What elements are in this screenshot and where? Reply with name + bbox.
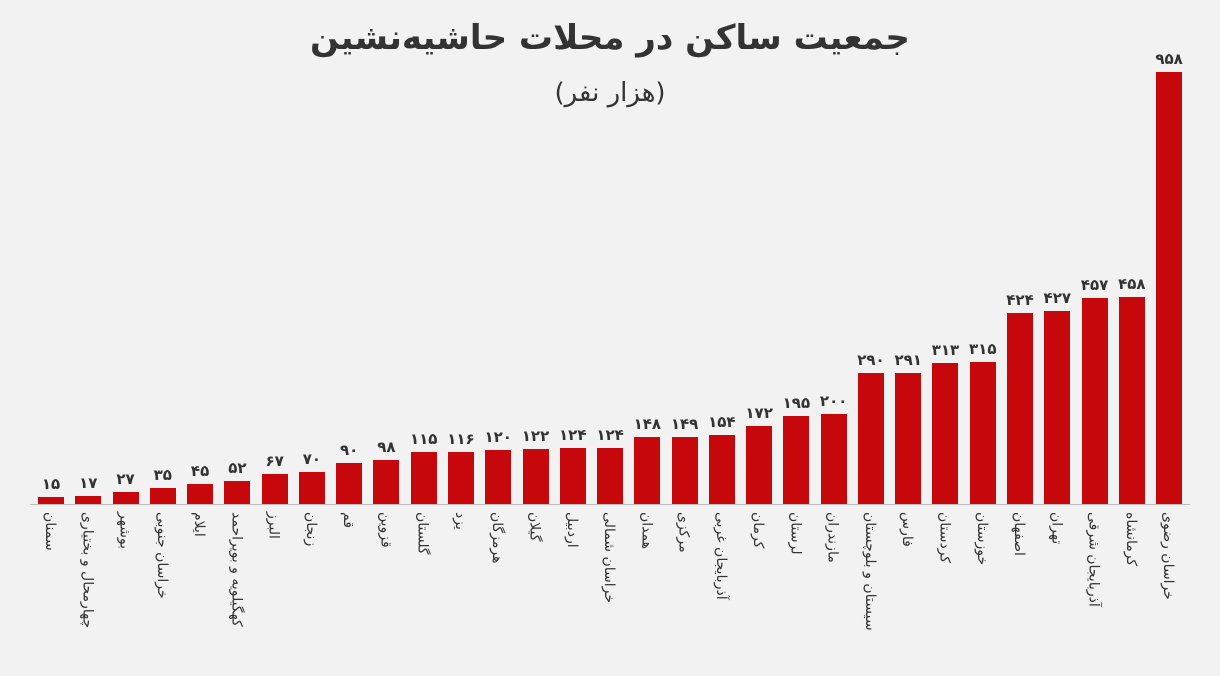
bar-value-label: ۹۵۸ (1155, 50, 1183, 68)
bar-value-label: ۱۲۴ (596, 426, 624, 445)
bar (336, 463, 363, 504)
bar (1007, 312, 1034, 504)
bar-value-label: ۱۲۴ (559, 426, 587, 445)
bar-value-label: ۱۲۰ (484, 427, 512, 446)
bar-value-label: ۱۵۴ (708, 412, 736, 431)
bar (783, 416, 810, 504)
category-label: بوشهر (116, 512, 133, 550)
bar-value-label: ۴۵۷ (1080, 275, 1109, 294)
bar-value-label: ۴۲۴ (1006, 290, 1034, 309)
bar (634, 437, 661, 504)
bar (1118, 297, 1145, 504)
bar-value-label: ۴۵ (190, 461, 210, 480)
bar (261, 473, 288, 504)
category-label: آذربایجان شرقی (1085, 512, 1102, 607)
category-label: سیستان و بلوچستان (861, 512, 878, 631)
bar-value-label: ۳۵ (153, 466, 172, 485)
bar-value-label: ۱۷۲ (745, 404, 773, 423)
bar (932, 362, 959, 504)
category-label: فارس (899, 512, 916, 547)
bar-value-label: ۱۹۵ (782, 394, 811, 413)
category-label: خوزستان (973, 512, 990, 566)
bar-value-label: ۱۴۹ (670, 414, 699, 433)
bar-value-label: ۹۸ (377, 437, 396, 456)
bar-value-label: ۱۷ (79, 474, 98, 493)
bar (224, 480, 251, 504)
bar (75, 496, 102, 504)
bar (410, 452, 437, 504)
category-label: کرمان (750, 512, 767, 549)
bar-value-label: ۱۵ (41, 475, 61, 494)
category-label: گلستان (414, 512, 431, 555)
category-label: قزوین (377, 512, 394, 548)
category-label: قم (340, 512, 357, 529)
bar-value-label: ۱۱۶ (447, 429, 475, 448)
bar (671, 436, 698, 504)
bar-value-label: ۱۱۵ (409, 430, 438, 449)
bar (857, 373, 884, 504)
category-label: اردبیل (563, 512, 580, 548)
category-label: کهگیلویه و بویراحمد (228, 512, 245, 627)
bar (187, 483, 214, 504)
category-label: چهارمحال و بختیاری (79, 512, 96, 629)
category-label: یزد (451, 512, 468, 530)
bar (112, 491, 139, 504)
category-label: ایلام (191, 512, 208, 537)
bar (708, 434, 735, 504)
category-label: کرمانشاه (1122, 512, 1139, 567)
bar (746, 426, 773, 504)
bar-value-label: ۳۱۵ (969, 339, 997, 358)
category-label: سمنان (42, 512, 58, 551)
bar-value-label: ۲۷ (116, 469, 135, 488)
bar (298, 472, 325, 504)
bar-value-label: ۲۹۱ (894, 350, 922, 369)
bar-value-label: ۱۴۸ (633, 415, 662, 434)
bar (447, 451, 474, 504)
bar (522, 448, 549, 504)
bar (373, 459, 400, 504)
bar-value-label: ۵۲ (228, 458, 247, 477)
bar-value-label: ۴۲۷ (1043, 289, 1072, 308)
bar-value-label: ۳۱۳ (931, 340, 960, 359)
category-label: لرستان (787, 512, 804, 555)
chart-subtitle: (هزار نفر) (554, 78, 666, 108)
category-label: خراسان جنوبی (153, 512, 170, 599)
category-label: هرمزگان (489, 512, 506, 564)
bar (895, 372, 922, 504)
bar-value-label: ۲۰۰ (819, 391, 848, 410)
bar (597, 448, 624, 504)
category-label: خراسان شمالی (601, 512, 618, 604)
category-label: البرز (265, 512, 282, 539)
bar (1156, 72, 1183, 504)
bar-value-label: ۶۷ (265, 451, 284, 470)
bar (485, 449, 512, 504)
bar (38, 497, 64, 504)
bar (149, 488, 176, 504)
bar-value-label: ۹۰ (340, 441, 359, 460)
category-label: همدان (638, 512, 655, 549)
category-label: زنجان (302, 512, 319, 547)
category-label: اصفهان (1011, 512, 1028, 556)
bar (969, 361, 996, 504)
bar-value-label: ۱۲۲ (521, 426, 550, 445)
category-label: تهران (1048, 512, 1065, 545)
category-label: مازندران (824, 512, 841, 563)
chart-title: جمعیت ساکن در محلات حاشیه‌نشین (310, 18, 910, 58)
bar-value-label: ۷۰ (302, 450, 322, 469)
category-label: آذربایجان غربی (712, 512, 729, 600)
category-label: گیلان (526, 512, 543, 542)
bar-value-label: ۲۹۰ (857, 351, 885, 370)
bar (1081, 297, 1108, 504)
bar (1044, 311, 1071, 504)
bar-value-label: ۴۵۸ (1118, 275, 1146, 294)
bar (820, 413, 847, 504)
category-label: کردستان (936, 512, 953, 564)
bar (559, 448, 586, 504)
category-label: خراسان رضوی (1160, 512, 1177, 600)
x-axis-line (30, 504, 1190, 505)
category-label: مرکزی (675, 512, 692, 553)
